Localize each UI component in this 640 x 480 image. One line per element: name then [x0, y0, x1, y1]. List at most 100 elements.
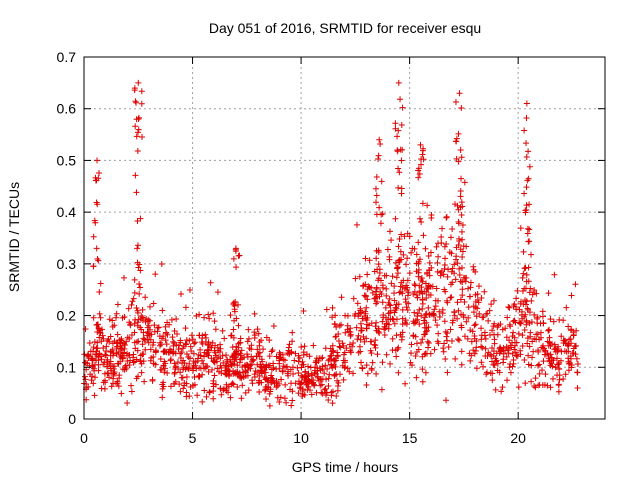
data-point [90, 344, 97, 351]
data-point [230, 326, 237, 333]
data-point [391, 320, 398, 327]
data-point [182, 304, 189, 311]
data-point [95, 175, 102, 182]
data-point [128, 332, 135, 339]
data-point [417, 141, 424, 148]
data-point [558, 333, 565, 340]
data-point [482, 335, 489, 342]
data-point [521, 285, 528, 292]
data-point [423, 295, 430, 302]
data-point [494, 360, 501, 367]
data-point [385, 316, 392, 323]
data-point [521, 265, 528, 272]
data-point [257, 363, 264, 370]
data-point [194, 392, 201, 399]
data-point [378, 386, 385, 393]
data-point [425, 344, 432, 351]
data-point [156, 333, 163, 340]
x-tick-label: 10 [293, 430, 309, 446]
data-point [335, 379, 342, 386]
data-point [107, 333, 114, 340]
data-point [520, 248, 527, 255]
data-point [379, 210, 386, 217]
data-point [527, 329, 534, 336]
axis-ticks: 0 0.1 0.2 0.3 0.4 0.5 0.6 0.7 0 5 10 15 20 [57, 49, 605, 446]
data-point [440, 348, 447, 355]
data-point [195, 373, 202, 380]
data-point [526, 320, 533, 327]
data-point [490, 331, 497, 338]
data-point [553, 355, 560, 362]
data-point [186, 393, 193, 400]
data-point [146, 332, 153, 339]
data-point [135, 126, 142, 133]
data-point [211, 372, 218, 379]
data-point [364, 296, 371, 303]
data-point [392, 125, 399, 132]
data-point [414, 310, 421, 317]
data-point [393, 332, 400, 339]
data-point [394, 346, 401, 353]
data-point [455, 307, 462, 314]
data-point [378, 178, 385, 185]
data-point [232, 354, 239, 361]
data-point [398, 190, 405, 197]
data-point [383, 351, 390, 358]
data-point [372, 288, 379, 295]
data-point [131, 320, 138, 327]
data-point [329, 388, 336, 395]
data-point [174, 331, 181, 338]
data-point [174, 359, 181, 366]
data-point [444, 369, 451, 376]
data-point [367, 338, 374, 345]
data-point [110, 365, 117, 372]
data-point [424, 202, 431, 209]
data-point [149, 376, 156, 383]
data-point [344, 312, 351, 319]
data-point [422, 369, 429, 376]
data-point [177, 369, 184, 376]
data-point [415, 174, 422, 181]
data-point [131, 289, 138, 296]
data-point [322, 385, 329, 392]
data-point [210, 395, 217, 402]
chart-title: Day 051 of 2016, SRMTID for receiver esq… [209, 20, 481, 36]
data-point [517, 347, 524, 354]
data-point [382, 325, 389, 332]
data-point [403, 304, 410, 311]
data-point [415, 346, 422, 353]
data-point [292, 380, 299, 387]
data-point [347, 331, 354, 338]
data-point [131, 358, 138, 365]
data-point [331, 321, 338, 328]
data-point [573, 355, 580, 362]
data-point [498, 388, 505, 395]
data-point [139, 341, 146, 348]
data-point [208, 366, 215, 373]
data-point [342, 329, 349, 336]
data-point [94, 328, 101, 335]
data-point [279, 351, 286, 358]
data-point [105, 370, 112, 377]
data-point [505, 350, 512, 357]
data-point [143, 315, 150, 322]
data-point [346, 368, 353, 375]
data-point [321, 370, 328, 377]
data-point [305, 370, 312, 377]
data-point [199, 357, 206, 364]
data-point [524, 335, 531, 342]
data-point [498, 346, 505, 353]
data-point [546, 327, 553, 334]
data-point [398, 256, 405, 263]
data-point [504, 347, 511, 354]
data-point [526, 201, 533, 208]
data-point [144, 336, 151, 343]
data-point [523, 271, 530, 278]
data-point [403, 261, 410, 268]
data-point [325, 375, 332, 382]
data-point [458, 311, 465, 318]
y-tick-label: 0.4 [57, 204, 77, 220]
data-point [124, 358, 131, 365]
data-point [242, 389, 249, 396]
data-point [201, 349, 208, 356]
